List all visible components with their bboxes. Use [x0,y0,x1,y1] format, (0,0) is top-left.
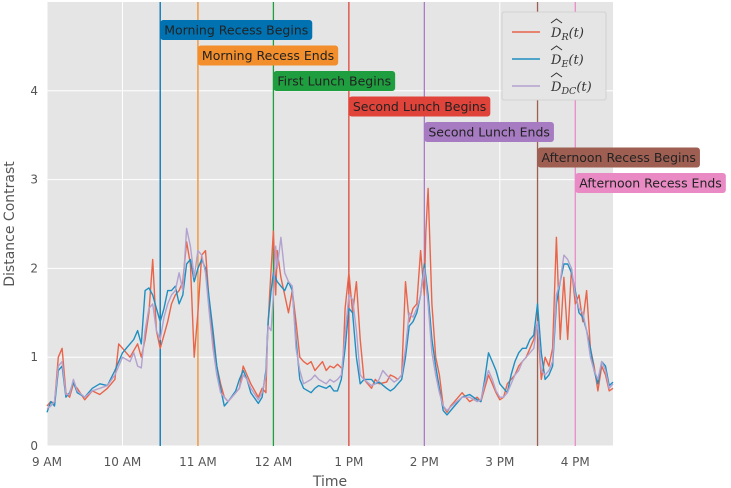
legend-item: DDC(t) [512,72,592,97]
series-line-2 [46,227,614,412]
event-label-text: Afternoon Recess Begins [542,150,696,165]
event-label: Morning Recess Ends [197,45,339,66]
x-tick-label: 12 AM [255,455,293,469]
series-lines [46,187,614,416]
event-label: Afternoon Recess Begins [537,147,700,168]
event-label-text: Afternoon Recess Ends [579,176,722,191]
legend-hat [550,45,563,51]
event-label-text: Morning Recess Begins [164,23,308,38]
x-axis-ticks: 9 AM 10 AM 11 AM 12 AM 1 PM 2 PM 3 PM 4 PM [32,455,590,469]
event-label-box [160,20,313,40]
x-tick-label: 1 PM [334,455,363,469]
legend-item: DR(t) [512,18,584,43]
x-tick-label: 10 AM [104,455,142,469]
event-label-box [424,122,554,142]
event-label-box [197,45,339,66]
event-labels: Morning Recess Begins Morning Recess Ends… [160,20,726,193]
legend-hat [550,18,563,24]
event-label: First Lunch Begins [273,71,396,91]
event-label: Second Lunch Ends [424,122,554,142]
event-label-text: Second Lunch Begins [353,99,486,114]
legend-box [501,11,607,101]
x-tick-label: 4 PM [561,455,590,469]
series-line-1 [46,258,614,416]
legend-label: DDC(t) [550,80,592,97]
y-tick-label: 4 [30,84,38,98]
legend-label: DR(t) [550,26,584,43]
event-label-text: Second Lunch Ends [428,125,550,140]
event-label-text: Morning Recess Ends [202,48,334,63]
y-axis-title: Distance Contrast [2,161,18,287]
x-tick-label: 2 PM [410,455,439,469]
event-label-text: First Lunch Begins [277,74,391,89]
x-tick-label: 3 PM [485,455,514,469]
x-tick-label: 11 AM [179,455,217,469]
legend-label: DE(t) [550,53,584,70]
event-label-box [537,147,700,168]
y-tick-label: 0 [30,439,38,453]
y-tick-label: 2 [30,261,38,275]
legend-item: DE(t) [512,45,584,70]
event-label-box [575,173,726,193]
legend-hat [550,72,563,78]
event-label: Morning Recess Begins [160,20,313,40]
event-label: Afternoon Recess Ends [575,173,726,193]
x-axis-title: Time [312,474,347,488]
legend: DR(t) DE(t) DDC(t) [501,11,607,101]
event-label-box [348,96,491,117]
y-tick-label: 1 [30,350,38,364]
y-axis-ticks: 0 1 2 3 4 [30,84,38,453]
event-label-box [273,71,396,91]
y-tick-label: 3 [30,173,38,187]
event-label: Second Lunch Begins [348,96,491,117]
x-tick-label: 9 AM [32,455,62,469]
